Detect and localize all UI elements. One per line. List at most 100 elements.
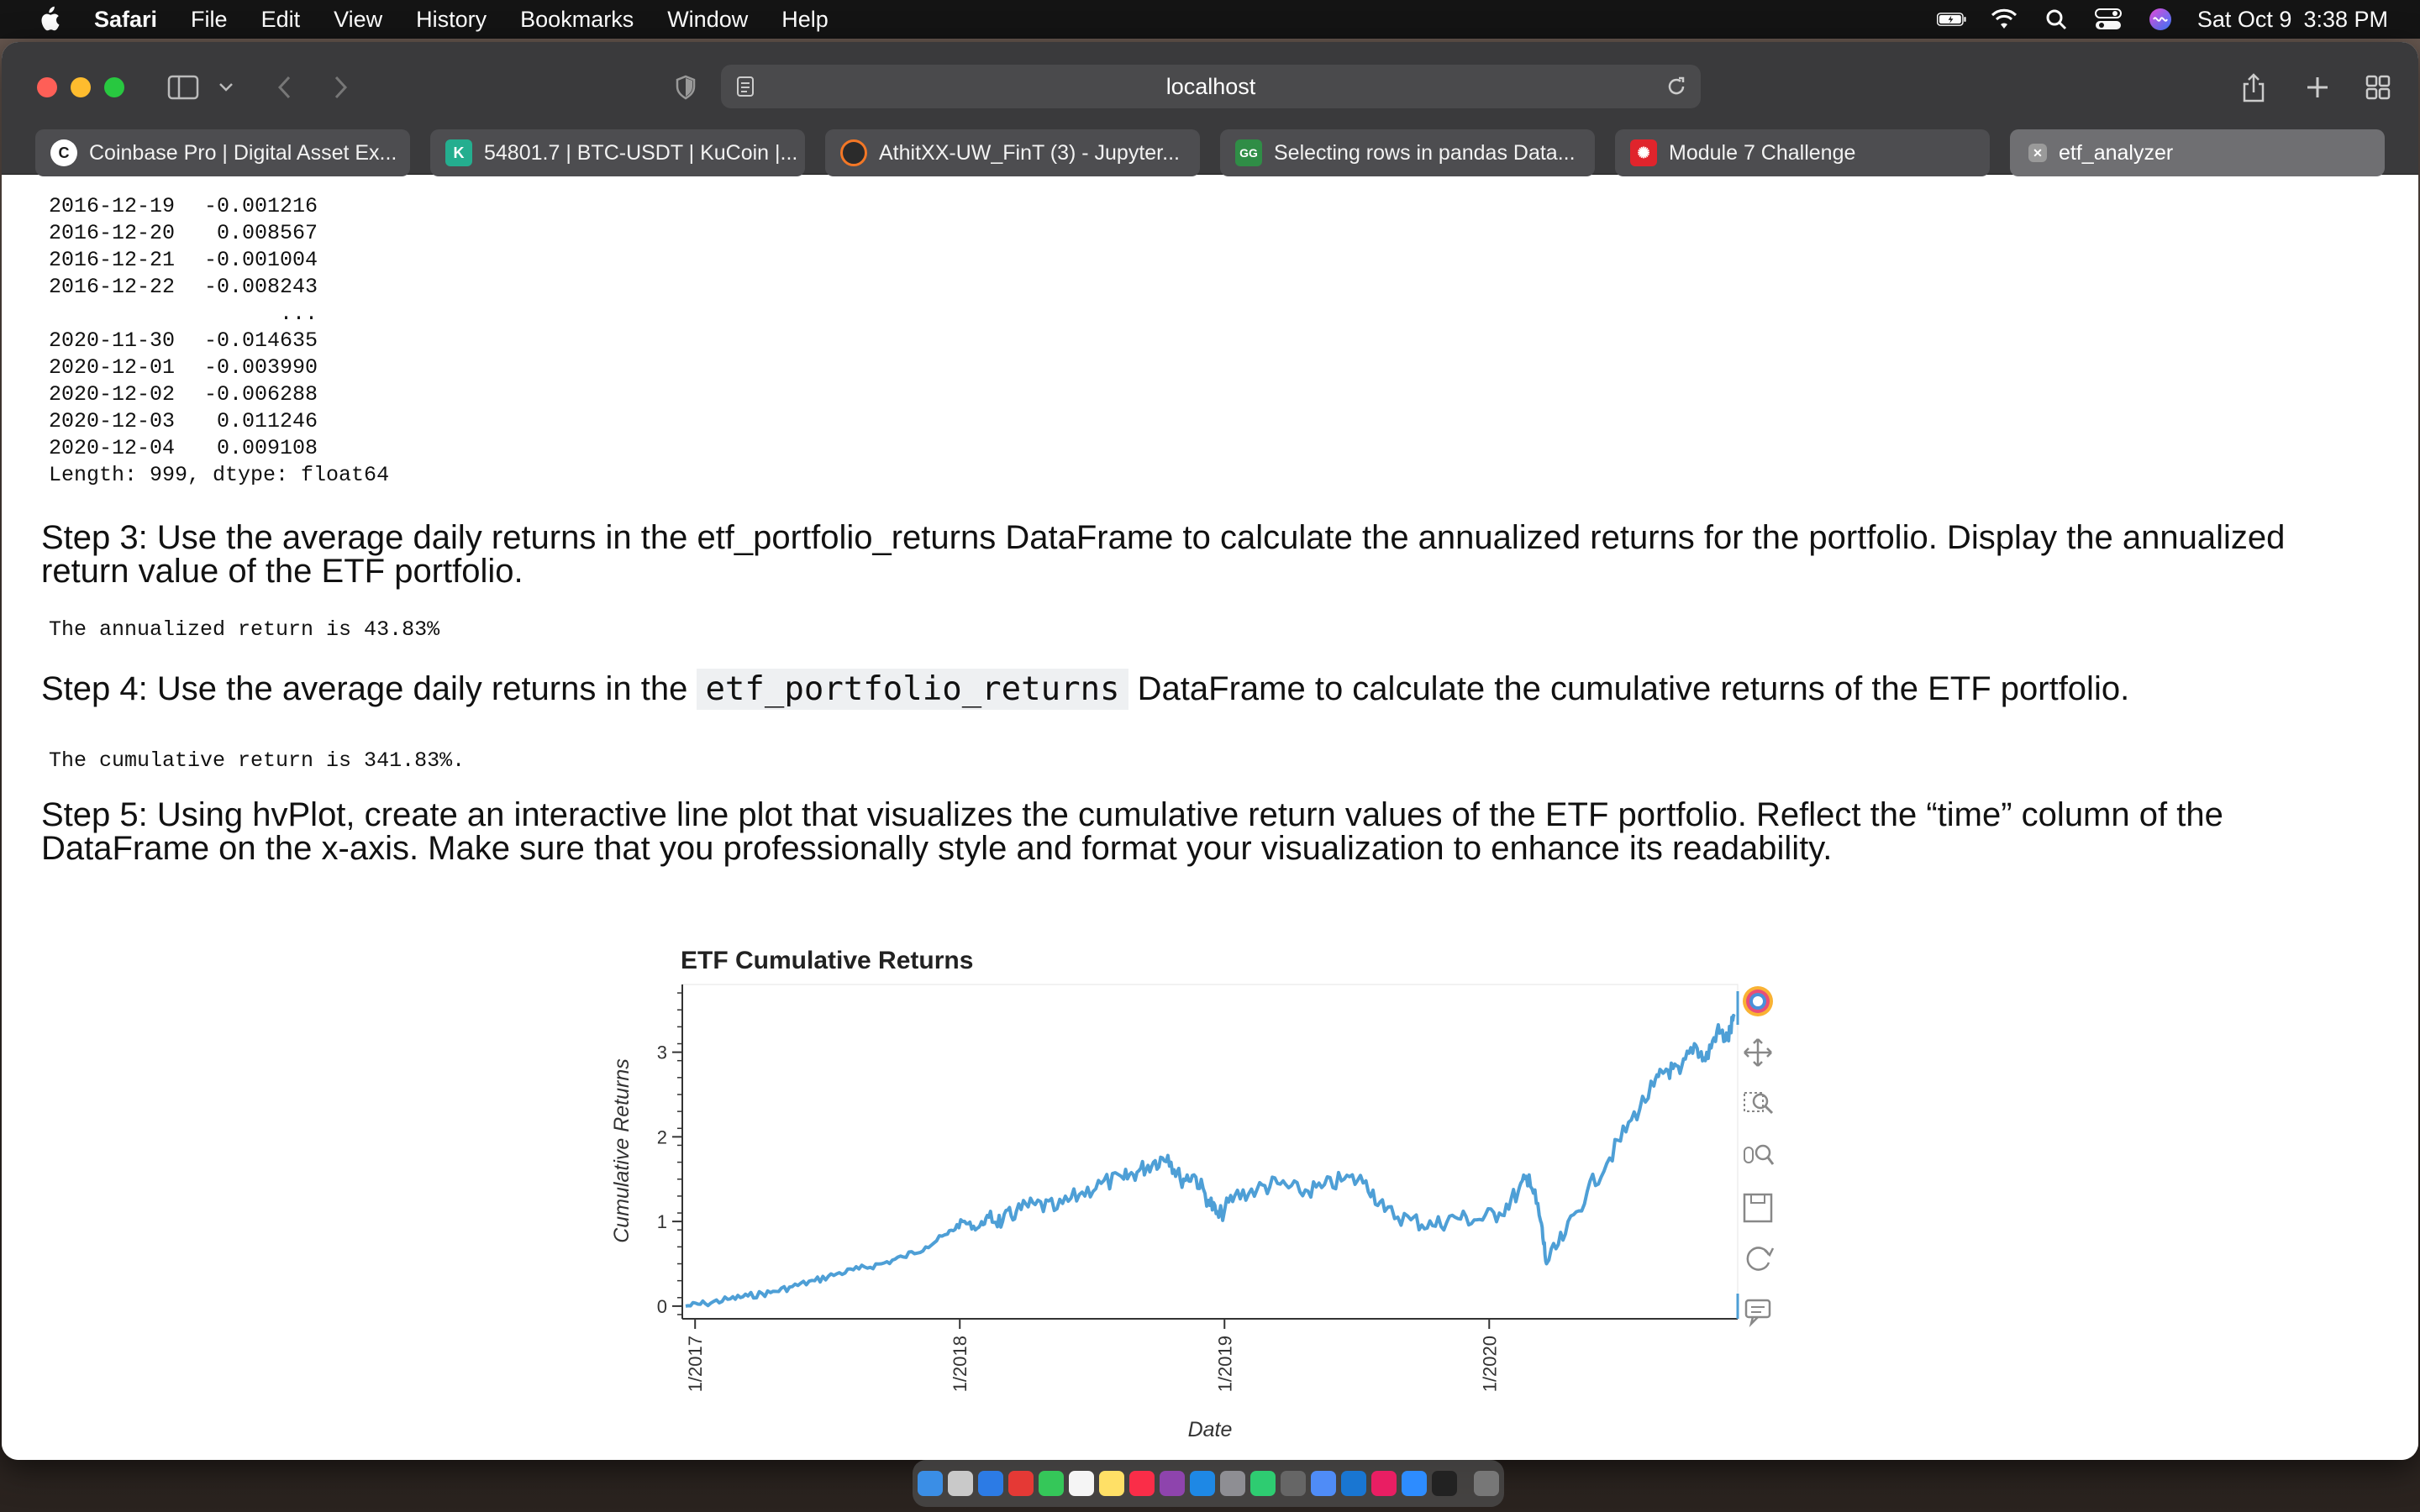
step3-output: The annualized return is 43.83%: [49, 617, 440, 642]
bokeh-toolbar: [1736, 986, 1775, 1328]
maps-dock-icon[interactable]: [1250, 1471, 1276, 1496]
reader-mode-icon[interactable]: [733, 66, 758, 107]
trash-dock-icon[interactable]: [1474, 1471, 1499, 1496]
hover-tool-icon[interactable]: [1744, 1299, 1771, 1328]
series-row: 2016-12-20 0.008567: [49, 220, 389, 247]
clock-date[interactable]: Sat Oct 9: [2196, 6, 2292, 32]
control-center-icon[interactable]: [2093, 7, 2123, 32]
menu-edit[interactable]: Edit: [260, 6, 301, 32]
menu-app-name[interactable]: Safari: [94, 6, 158, 32]
spotlight-search-icon[interactable]: [2041, 7, 2071, 32]
tab-geeksforgeeks[interactable]: GG Selecting rows in pandas Data...: [1220, 129, 1595, 176]
sidebar-toggle-icon[interactable]: [165, 67, 202, 108]
menu-help[interactable]: Help: [781, 6, 829, 32]
battery-icon[interactable]: [1936, 7, 1967, 32]
tab-title: etf_analyzer: [2059, 140, 2174, 165]
browser-toolbar: localhost C Coinbase Pro | Digital Asset…: [2, 42, 2418, 178]
y-tick-label: 1: [657, 1211, 667, 1232]
tab-module-7[interactable]: ✺ Module 7 Challenge: [1615, 129, 1990, 176]
tab-title: Coinbase Pro | Digital Asset Ex...: [89, 140, 397, 165]
series-value: -0.006288: [203, 382, 318, 407]
menu-window[interactable]: Window: [667, 6, 749, 32]
etf-cumulative-returns-chart: ETF Cumulative Returns 0 1 2 3 1/2017 1/2018…: [610, 947, 1775, 1441]
tab-etf-analyzer[interactable]: ✕ etf_analyzer: [2010, 129, 2385, 176]
series-row: 2020-12-04 0.009108: [49, 435, 389, 462]
siri-icon[interactable]: [2145, 7, 2175, 32]
finder-dock-icon[interactable]: [918, 1471, 943, 1496]
messages-dock-icon[interactable]: [1039, 1471, 1064, 1496]
series-date: 2016-12-21: [49, 248, 176, 272]
url-text[interactable]: localhost: [1165, 74, 1256, 99]
series-row: 2016-12-22 -0.008243: [49, 274, 389, 301]
share-icon[interactable]: [2238, 67, 2269, 108]
series-date: 2016-12-20: [49, 221, 176, 245]
plot-area[interactable]: [681, 984, 1739, 1320]
wifi-icon[interactable]: [1989, 7, 2019, 32]
zoom-dock-icon[interactable]: [1402, 1471, 1427, 1496]
x-tick-label: 1/2018: [950, 1336, 971, 1392]
app-store-dock-icon[interactable]: [1190, 1471, 1215, 1496]
series-value: 0.009108: [216, 436, 318, 460]
menu-history[interactable]: History: [416, 6, 487, 32]
step4-code: etf_portfolio_returns: [697, 669, 1128, 710]
system-preferences-dock-icon[interactable]: [1220, 1471, 1245, 1496]
notes-dock-icon[interactable]: [1099, 1471, 1124, 1496]
close-window-button[interactable]: [37, 77, 57, 97]
kucoin-favicon-icon: K: [445, 139, 472, 166]
address-bar[interactable]: localhost: [721, 65, 1701, 108]
y-tick-label: 2: [657, 1126, 667, 1147]
new-tab-plus-icon[interactable]: [2302, 67, 2333, 108]
save-tool-icon[interactable]: [1743, 1193, 1773, 1223]
calendar-dock-icon[interactable]: [1069, 1471, 1094, 1496]
launchpad-dock-icon[interactable]: [948, 1471, 973, 1496]
calculator-dock-icon[interactable]: [1281, 1471, 1306, 1496]
cumulative-returns-line[interactable]: [685, 1013, 1736, 1308]
music-dock-icon[interactable]: [1129, 1471, 1155, 1496]
forward-arrow-icon[interactable]: [326, 67, 356, 108]
back-arrow-icon[interactable]: [269, 67, 299, 108]
x-tick-label: 1/2017: [685, 1336, 706, 1392]
step3-heading: Step 3: Use the average daily returns in…: [41, 519, 2286, 590]
minimize-window-button[interactable]: [71, 77, 91, 97]
reload-icon[interactable]: [1664, 66, 1689, 107]
tab-bar: C Coinbase Pro | Digital Asset Ex... K 5…: [35, 129, 2388, 178]
pan-tool-icon[interactable]: [1744, 1038, 1772, 1067]
tab-overview-icon[interactable]: [2363, 67, 2393, 108]
series-value: -0.014635: [203, 328, 318, 353]
apple-icon[interactable]: [35, 6, 62, 33]
tab-coinbase[interactable]: C Coinbase Pro | Digital Asset Ex...: [35, 129, 410, 176]
x-axis-ticks: 1/2017 1/2018 1/2019 1/2020: [685, 1319, 1500, 1392]
y-tick-label: 0: [657, 1296, 667, 1317]
vscode-dock-icon[interactable]: [1341, 1471, 1366, 1496]
series-date: 2020-12-03: [49, 409, 176, 433]
privacy-shield-icon[interactable]: [671, 67, 701, 108]
chevron-down-icon[interactable]: [213, 67, 239, 108]
slack-dock-icon[interactable]: [1371, 1471, 1397, 1496]
clock-time[interactable]: 3:38 PM: [2303, 6, 2388, 32]
zoom-window-button[interactable]: [104, 77, 124, 97]
jupyter-favicon-icon: [840, 139, 867, 166]
podcasts-dock-icon[interactable]: [1160, 1471, 1185, 1496]
tab-jupyter[interactable]: AthitXX-UW_FinT (3) - Jupyter...: [825, 129, 1200, 176]
brave-dock-icon[interactable]: [1008, 1471, 1034, 1496]
series-date: 2020-12-02: [49, 382, 176, 407]
terminal-dock-icon[interactable]: [1432, 1471, 1457, 1496]
box-zoom-tool-icon[interactable]: [1744, 1092, 1774, 1115]
series-date: 2020-12-04: [49, 436, 176, 460]
series-row: 2020-11-30 -0.014635: [49, 328, 389, 354]
tab-kucoin[interactable]: K 54801.7 | BTC-USDT | KuCoin |...: [430, 129, 805, 176]
chrome-dock-icon[interactable]: [1311, 1471, 1336, 1496]
y-axis-label: Cumulative Returns: [610, 1058, 634, 1243]
x-axis-label: Date: [1188, 1418, 1233, 1441]
wheel-zoom-tool-icon[interactable]: [1744, 1144, 1775, 1165]
bokeh-logo-icon[interactable]: [1743, 986, 1773, 1016]
reset-tool-icon[interactable]: [1746, 1247, 1775, 1271]
menu-view[interactable]: View: [334, 6, 383, 32]
menu-bookmarks[interactable]: Bookmarks: [520, 6, 634, 32]
x-tick-label: 1/2020: [1479, 1336, 1500, 1392]
series-row: 2016-12-21 -0.001004: [49, 247, 389, 274]
close-tab-icon[interactable]: ✕: [2028, 144, 2047, 162]
safari-dock-icon[interactable]: [978, 1471, 1003, 1496]
step4-output: The cumulative return is 341.83%.: [49, 748, 466, 773]
menu-file[interactable]: File: [191, 6, 228, 32]
